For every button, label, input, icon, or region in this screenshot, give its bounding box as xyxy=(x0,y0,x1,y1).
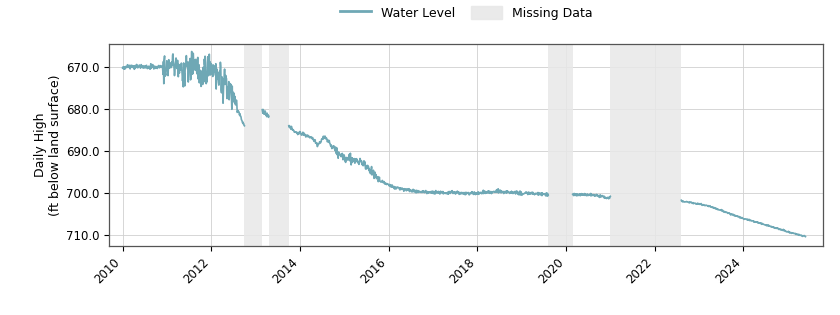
Bar xyxy=(269,44,289,246)
Bar xyxy=(244,44,262,246)
Legend: Water Level, Missing Data: Water Level, Missing Data xyxy=(340,6,592,20)
Bar xyxy=(611,44,681,246)
Y-axis label: Daily High
(ft below land surface): Daily High (ft below land surface) xyxy=(34,74,62,216)
Bar xyxy=(549,44,573,246)
